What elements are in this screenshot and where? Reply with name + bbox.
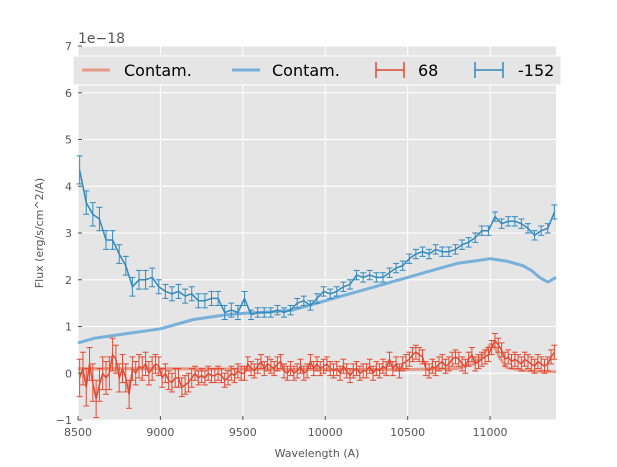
- y-axis-title: Flux (erg/s/cm^2/A): [33, 178, 46, 288]
- legend-frame: [72, 55, 562, 86]
- legend: Contam. Contam. 68 -152: [72, 55, 562, 86]
- y-tick-label: 6: [65, 87, 72, 100]
- x-tick-label: 9000: [146, 426, 174, 439]
- legend-label: 68: [418, 61, 438, 80]
- y-axis: −1 0 1 2 3 4 5 6 7: [56, 40, 82, 427]
- x-axis: 8500 9000 9500 10000 10500 11000: [64, 416, 508, 439]
- y-tick-label: 2: [65, 274, 72, 287]
- y-tick-label: −1: [56, 414, 72, 427]
- series-line: [78, 169, 556, 316]
- y-tick-label: 3: [65, 227, 72, 240]
- y-offset-label: 1e−18: [78, 31, 125, 47]
- series-line: [77, 257, 557, 345]
- y-tick-label: 7: [65, 40, 72, 53]
- legend-label: Contam.: [272, 61, 340, 80]
- x-tick-label: 9500: [229, 426, 257, 439]
- y-tick-label: 0: [65, 367, 72, 380]
- x-tick-label: 11000: [473, 426, 508, 439]
- legend-entry-3: -152: [474, 61, 554, 80]
- legend-label: Contam.: [124, 61, 192, 80]
- x-tick-label: 8500: [64, 426, 92, 439]
- x-tick-label: 10000: [308, 426, 343, 439]
- x-tick-label: 10500: [390, 426, 425, 439]
- series-2: [76, 333, 558, 419]
- y-tick-label: 4: [65, 180, 72, 193]
- series-3: [76, 155, 558, 320]
- y-tick-label: 1: [65, 321, 72, 334]
- y-tick-label: 5: [65, 134, 72, 147]
- series-line: [78, 339, 556, 400]
- legend-entry-2: 68: [375, 61, 438, 80]
- legend-entry-0: Contam.: [82, 61, 192, 80]
- legend-label: -152: [518, 61, 554, 80]
- x-axis-title: Wavelength (A): [275, 447, 360, 460]
- series-1: [77, 257, 557, 345]
- legend-entry-1: Contam.: [232, 61, 340, 80]
- series-layer: [76, 155, 558, 419]
